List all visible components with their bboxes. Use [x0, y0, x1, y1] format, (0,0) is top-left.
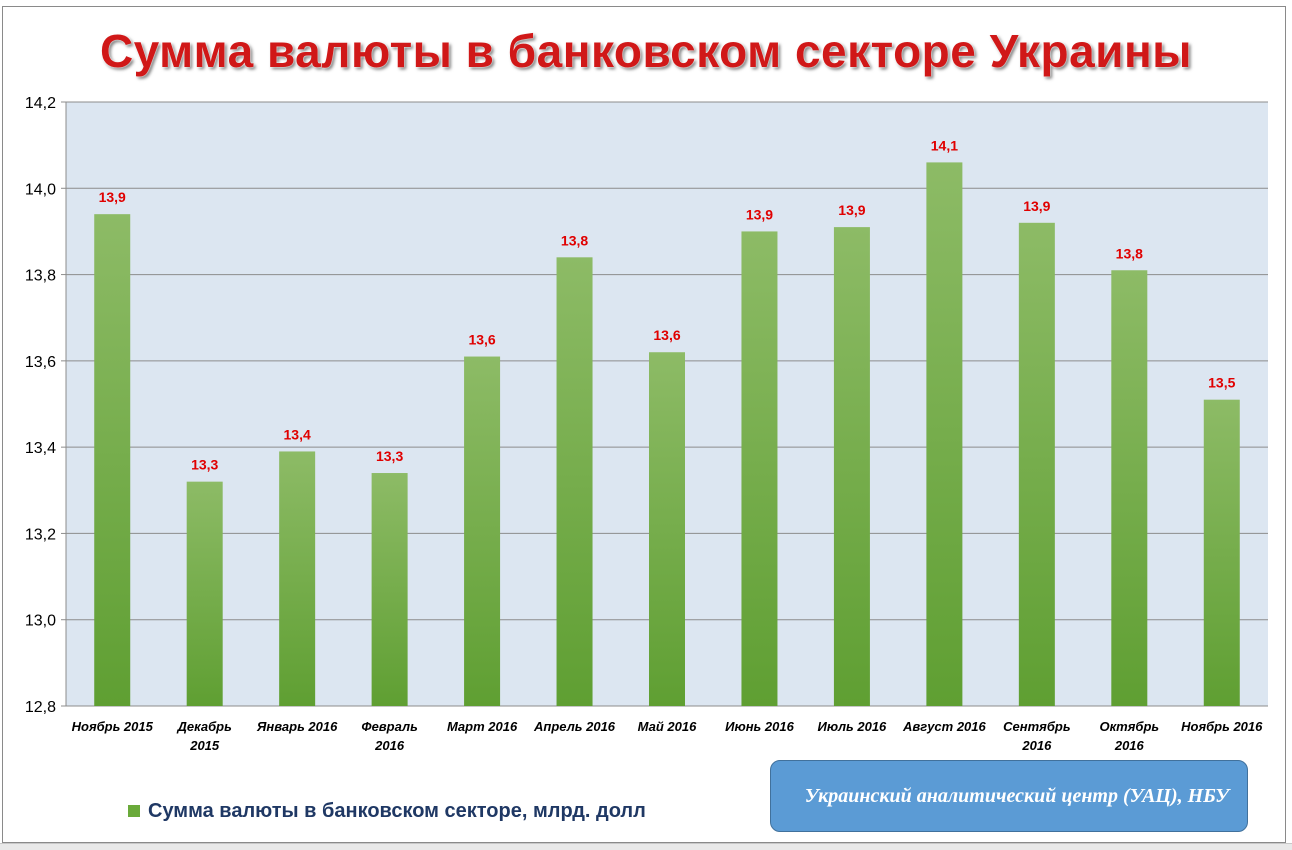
bar [741, 231, 778, 706]
x-tick-label: Февраль [361, 719, 417, 734]
bar [371, 473, 408, 706]
bottom-strip [0, 843, 1292, 850]
bar [94, 214, 131, 706]
y-tick-label: 13,2 [25, 526, 56, 543]
data-label: 13,8 [561, 232, 588, 248]
y-tick-label: 14,2 [25, 95, 56, 112]
data-label: 13,3 [376, 448, 403, 464]
x-tick-label: Ноябрь 2015 [72, 719, 154, 734]
x-tick-label: Апрель 2016 [533, 719, 616, 734]
x-tick-label: Сентябрь [1003, 719, 1070, 734]
x-tick-label: Январь 2016 [256, 719, 338, 734]
x-tick-label: 2015 [189, 738, 220, 753]
data-label: 13,3 [191, 457, 218, 473]
x-tick-label: Март 2016 [447, 719, 518, 734]
x-tick-label: Декабрь [177, 719, 232, 734]
y-tick-label: 13,0 [25, 613, 56, 630]
data-label: 13,8 [1116, 245, 1143, 261]
legend: Сумма валюты в банковском секторе, млрд.… [128, 797, 646, 825]
bar [649, 352, 685, 706]
data-label: 13,9 [746, 206, 773, 222]
legend-swatch [128, 805, 140, 817]
bar [1111, 270, 1148, 706]
legend-label: Сумма валюты в банковском секторе, млрд.… [148, 799, 646, 822]
source-text: Украинский аналитический центр (УАЦ), НБ… [804, 785, 1229, 807]
y-tick-label: 13,6 [25, 354, 56, 371]
data-label: 13,9 [1023, 198, 1050, 214]
x-tick-label: Июнь 2016 [725, 719, 794, 734]
source-box: Украинский аналитический центр (УАЦ), НБ… [770, 760, 1248, 832]
x-tick-label: 2016 [374, 738, 405, 753]
bar [279, 451, 316, 706]
data-label: 13,5 [1208, 375, 1235, 391]
bar [464, 356, 501, 706]
data-label: 13,6 [653, 327, 680, 343]
x-tick-label: Июль 2016 [818, 719, 888, 734]
bar [186, 481, 223, 706]
data-label: 13,9 [838, 202, 865, 218]
x-tick-label: Август 2016 [902, 719, 986, 734]
x-tick-label: 2016 [1021, 738, 1052, 753]
data-label: 13,9 [99, 189, 126, 205]
y-tick-label: 14,0 [25, 181, 56, 198]
chart-title: Сумма валюты в банковском секторе Украин… [99, 25, 1193, 77]
x-tick-label: Октябрь [1099, 719, 1159, 734]
bar [1203, 399, 1240, 706]
bar [926, 162, 963, 706]
x-tick-label: Май 2016 [638, 719, 697, 734]
y-tick-label: 13,4 [25, 440, 56, 457]
data-label: 14,1 [931, 137, 958, 153]
y-tick-label: 13,8 [25, 268, 56, 285]
bar [1018, 222, 1055, 707]
data-label: 13,6 [468, 332, 495, 348]
y-tick-label: 12,8 [25, 699, 56, 716]
x-tick-label: Ноябрь 2016 [1181, 719, 1263, 734]
data-label: 13,4 [284, 426, 311, 442]
bar [833, 227, 870, 706]
x-tick-label: 2016 [1114, 738, 1145, 753]
bar [556, 257, 593, 706]
